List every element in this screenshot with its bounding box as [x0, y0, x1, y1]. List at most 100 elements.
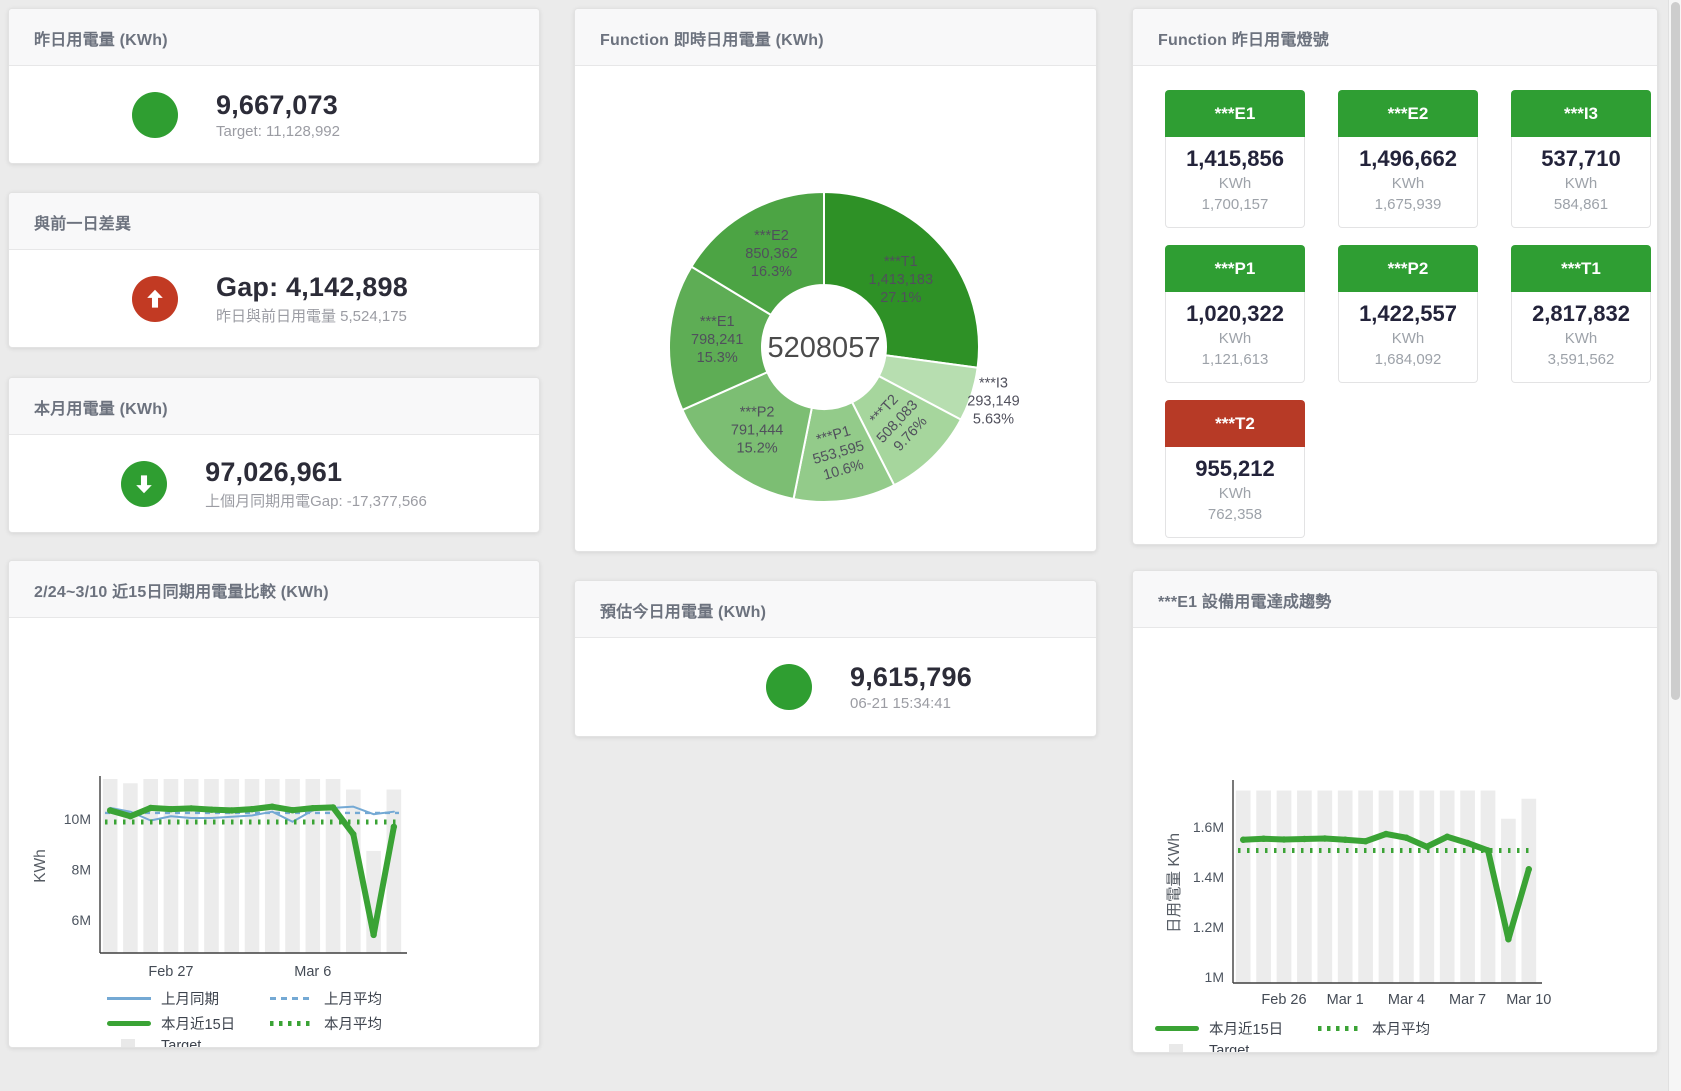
series-point[interactable] [1280, 836, 1288, 843]
light-tile-body: 1,415,856 KWh 1,700,157 [1165, 137, 1305, 228]
legend-item[interactable]: 本月平均 [270, 1013, 433, 1034]
x-tick-label: Feb 27 [148, 964, 193, 980]
legend-label: 本月平均 [324, 1017, 382, 1033]
target-bar [1399, 790, 1414, 983]
series-point[interactable] [289, 806, 296, 814]
card-title: 昨日用電量 (KWh) [34, 32, 168, 49]
series-point[interactable] [370, 931, 377, 939]
series-point[interactable] [127, 813, 134, 820]
light-tile-P2: ***P2 1,422,557 KWh 1,684,092 [1338, 245, 1478, 383]
series-point[interactable] [269, 803, 276, 810]
card-body: ***T1 1,413,183 27.1% ***I3 293,149 5.63% ***T… [575, 66, 1096, 552]
scrollbar-thumb[interactable] [1671, 2, 1680, 701]
stat-value: 97,026,961 [205, 457, 343, 487]
series-point[interactable] [1260, 835, 1267, 842]
series-point[interactable] [350, 831, 357, 838]
donut-slice-label: ***E1 798,241 15.3% [691, 314, 743, 366]
arrow-down-circle-icon [121, 461, 168, 507]
light-tile-P1: ***P1 1,020,322 KWh 1,121,613 [1165, 245, 1305, 383]
light-tile-status-header: ***E1 [1165, 90, 1305, 137]
light-tile-status-header: ***P2 [1338, 245, 1478, 292]
card-header: 2/24~3/10 近15日同期用電量比較 (KWh) [9, 561, 539, 618]
light-tile-value: 1,020,322 [1186, 301, 1284, 326]
card-prev-day-gap: 與前一日差異 Gap: 4,142,898 昨日與前日用電量 5,524,175 [8, 192, 540, 348]
trend-chart-legend: 本月近15日 本月平均 Target [1155, 1018, 1657, 1052]
legend-label: Target [161, 1038, 202, 1048]
legend-item[interactable]: 本月平均 [1318, 1018, 1481, 1039]
card-header: 預估今日用電量 (KWh) [575, 581, 1096, 638]
donut-chart[interactable]: ***T1 1,413,183 27.1%***I3 293,149 5.63%***T… [575, 66, 1096, 552]
target-bar [1358, 790, 1373, 983]
legend-marker-green-dotted [1318, 1026, 1362, 1031]
series-point[interactable] [390, 823, 398, 830]
series-point[interactable] [1464, 839, 1471, 847]
target-bar [224, 779, 240, 953]
series-point[interactable] [1301, 835, 1308, 843]
series-point[interactable] [248, 805, 256, 813]
stat-subtitle: 昨日與前日用電量 5,524,175 [216, 308, 407, 325]
target-bar [102, 779, 118, 953]
series-point[interactable] [309, 804, 316, 812]
series-point[interactable] [1525, 866, 1532, 873]
legend-item[interactable]: 本月近15日 [1155, 1018, 1318, 1039]
target-bar [143, 779, 158, 953]
legend-label: 上月同期 [161, 992, 219, 1008]
light-tile-unit: KWh [1391, 175, 1425, 192]
legend-label: 本月近15日 [1209, 1022, 1284, 1038]
card-body: 97,026,961 上個月同期用電Gap: -17,377,566 [9, 435, 539, 532]
trend-chart[interactable]: 1M 1.2M 1.4M 1.6M Feb 26 Mar 1 Mar 4 Mar 7 Mar 1… [1133, 776, 1657, 1014]
series-point[interactable] [1444, 833, 1451, 840]
series-point[interactable] [1240, 836, 1247, 843]
series-point[interactable] [106, 807, 114, 814]
series-point[interactable] [1403, 834, 1410, 841]
series-point[interactable] [228, 807, 235, 814]
light-tile-unit: KWh [1564, 175, 1598, 192]
legend-item[interactable]: 上月平均 [270, 988, 433, 1009]
series-point[interactable] [208, 806, 215, 813]
light-tile-body: 1,422,557 KWh 1,684,092 [1338, 292, 1478, 383]
target-bar [1460, 790, 1475, 983]
series-point[interactable] [1505, 936, 1512, 943]
donut-slice-label: ***P2 791,444 15.2% [731, 405, 783, 457]
series-point[interactable] [1362, 838, 1369, 845]
donut-slice-label: ***E2 850,362 16.3% [745, 228, 797, 280]
series-point[interactable] [1321, 835, 1328, 842]
series-point[interactable] [188, 805, 195, 812]
card-title: Function 即時日用電量 (KWh) [600, 32, 824, 49]
series-point[interactable] [1382, 830, 1390, 838]
donut-slice-P2[interactable] [681, 370, 813, 501]
donut-center-total: 5208057 [768, 332, 881, 364]
light-tile-body: 537,710 KWh 584,861 [1511, 137, 1651, 228]
series-point[interactable] [329, 804, 337, 811]
x-tick-label: Mar 4 [1388, 992, 1425, 1008]
x-tick-label: Mar 1 [1327, 992, 1364, 1008]
y-tick-label: 6M [72, 912, 91, 928]
legend-item[interactable]: Target [107, 1038, 270, 1048]
series-point[interactable] [1342, 836, 1349, 843]
lights-grid: ***E1 1,415,856 KWh 1,700,157 ***E2 1,496,662… [1133, 66, 1657, 538]
target-bar [1419, 790, 1435, 983]
donut-slice-E2[interactable] [690, 190, 825, 317]
donut-slice-T1[interactable] [823, 190, 980, 369]
series-point[interactable] [1423, 843, 1430, 850]
light-tile-target: 1,700,157 [1201, 196, 1269, 213]
target-bar [1337, 790, 1353, 983]
donut-slice-E1[interactable] [668, 265, 773, 412]
dashboard-page: 昨日用電量 (KWh) 9,667,073 Target: 11,128,992… [8, 0, 1681, 1091]
series-point[interactable] [1484, 847, 1492, 854]
y-tick-label: 10M [64, 811, 91, 827]
page-scrollbar[interactable] [1668, 0, 1681, 1091]
legend-item[interactable]: 上月同期 [107, 988, 270, 1009]
card-yesterday-usage: 昨日用電量 (KWh) 9,667,073 Target: 11,128,992 [8, 8, 540, 164]
light-tile-E2: ***E2 1,496,662 KWh 1,675,939 [1338, 90, 1478, 228]
light-tile-value: 537,710 [1541, 146, 1621, 171]
series-point[interactable] [167, 805, 175, 813]
series-point[interactable] [147, 804, 154, 812]
stat-text: 97,026,961 上個月同期用電Gap: -17,377,566 [205, 457, 427, 511]
stat-value: 9,615,796 [850, 662, 972, 692]
compare-chart[interactable]: 6M 8M 10M Feb 27 Mar 6 KWh [9, 771, 529, 986]
right-column: Function 昨日用電燈號 ***E1 1,415,856 KWh 1,700,1… [1132, 8, 1658, 1053]
legend-label: 上月平均 [324, 992, 382, 1008]
legend-item[interactable]: 本月近15日 [107, 1013, 270, 1034]
legend-item[interactable]: Target [1155, 1043, 1318, 1052]
